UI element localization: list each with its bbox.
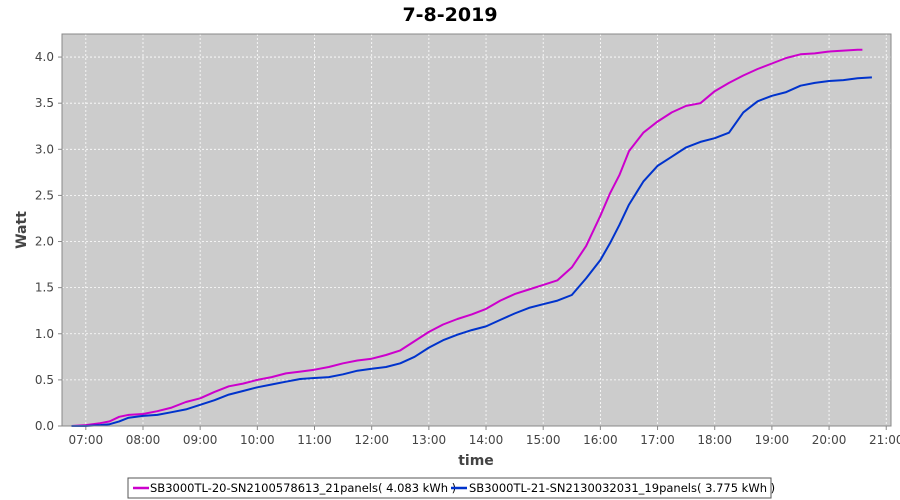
- axes: [58, 56, 887, 430]
- chart-title: 7-8-2019: [402, 4, 497, 26]
- y-tick-label: 1.0: [35, 327, 54, 341]
- series-line-1: [71, 76, 872, 427]
- y-tick-label: 0.0: [35, 419, 54, 433]
- y-tick-label: 0.5: [35, 373, 54, 387]
- x-tick-label: 20:00: [812, 433, 847, 447]
- x-tick-label: 21:00: [869, 433, 900, 447]
- series-line-0: [71, 48, 863, 427]
- grid: [62, 34, 891, 427]
- tick-labels: 07:00 08:00 09:00 10:00 11:00 12:00 13:00 14:00…: [35, 50, 900, 447]
- x-tick-label: 18:00: [697, 433, 732, 447]
- x-tick-label: 09:00: [183, 433, 218, 447]
- x-tick-label: 08:00: [126, 433, 161, 447]
- x-tick-label: 12:00: [354, 433, 389, 447]
- y-tick-label: 1.5: [35, 281, 54, 295]
- legend-label: SB3000TL-21-SN2130032031_19panels( 3.775…: [469, 481, 775, 495]
- y-tick-label: 3.5: [35, 96, 54, 110]
- x-tick-label: 15:00: [526, 433, 561, 447]
- x-tick-label: 10:00: [240, 433, 275, 447]
- y-tick-label: 3.0: [35, 142, 54, 156]
- y-tick-label: 2.0: [35, 235, 54, 249]
- x-tick-label: 14:00: [469, 433, 504, 447]
- x-tick-label: 17:00: [640, 433, 675, 447]
- x-tick-label: 19:00: [755, 433, 790, 447]
- x-tick-label: 11:00: [297, 433, 332, 447]
- legend-box: [127, 477, 772, 499]
- legend-label: SB3000TL-20-SN2100578613_21panels( 4.083…: [150, 481, 456, 495]
- plot-area: [62, 34, 891, 426]
- y-axis-label: Watt: [14, 211, 30, 249]
- x-tick-label: 13:00: [412, 433, 447, 447]
- x-axis-label: time: [458, 453, 494, 469]
- series-lines: [71, 48, 872, 427]
- x-tick-label: 16:00: [583, 433, 618, 447]
- legend: SB3000TL-20-SN2100578613_21panels( 4.083…: [127, 477, 775, 499]
- y-tick-label: 2.5: [35, 188, 54, 202]
- plot-border: [61, 33, 892, 427]
- y-tick-label: 4.0: [35, 50, 54, 64]
- x-tick-label: 07:00: [69, 433, 104, 447]
